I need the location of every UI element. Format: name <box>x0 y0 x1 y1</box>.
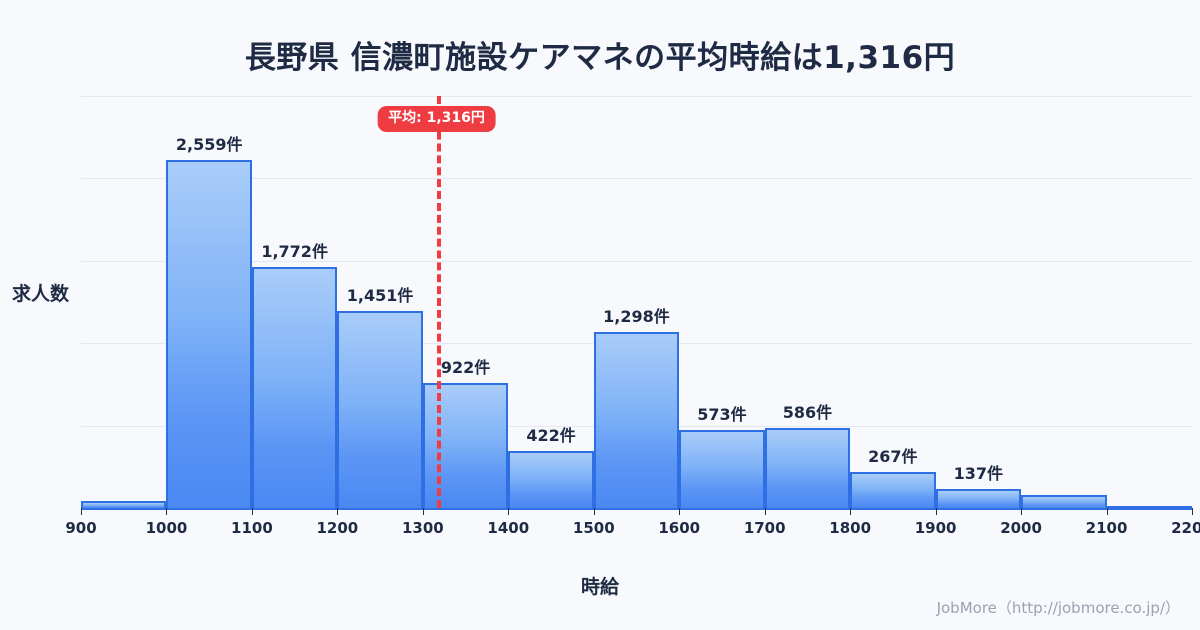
x-tick-label: 1100 <box>231 519 273 537</box>
gridline <box>81 261 1192 262</box>
x-axis-baseline <box>81 508 1192 510</box>
x-tick-label: 1300 <box>401 519 444 537</box>
bar-1500-1600[interactable] <box>593 331 680 508</box>
bar-value-label: 137件 <box>953 464 1004 484</box>
bar-1900-2000[interactable] <box>935 489 1022 508</box>
x-tick-label: 1700 <box>743 519 786 537</box>
x-tick <box>508 508 510 515</box>
average-line <box>436 96 441 508</box>
page-title: 長野県 信濃町施設ケアマネの平均時給は1,316円 <box>244 40 956 76</box>
x-tick-label: 2100 <box>1085 519 1128 537</box>
x-tick-label: 1400 <box>487 519 530 537</box>
bar-value-label: 922件 <box>440 357 491 377</box>
x-tick-label: 1600 <box>658 519 701 537</box>
x-tick <box>593 508 595 515</box>
bar-1000-1100[interactable] <box>166 160 252 508</box>
bar-1800-1900[interactable] <box>850 471 936 508</box>
gridline <box>81 96 1192 97</box>
x-tick-label: 1200 <box>316 519 359 537</box>
y-axis-title: 求人数 <box>12 283 70 305</box>
x-tick <box>422 508 424 515</box>
x-tick-label: 2200 <box>1171 519 1200 537</box>
x-tick <box>850 508 852 515</box>
bar-value-label: 1,298件 <box>603 306 670 326</box>
bar-value-label: 2,559件 <box>175 135 243 155</box>
x-tick <box>337 508 339 515</box>
x-tick <box>1106 508 1108 515</box>
x-tick <box>764 508 766 515</box>
bar-value-label: 1,772件 <box>261 242 328 262</box>
bar-1200-1300[interactable] <box>337 310 423 508</box>
bar-value-label: 573件 <box>697 405 747 425</box>
bar-value-label: 422件 <box>526 425 576 445</box>
bar-2100-2200[interactable] <box>1106 506 1192 508</box>
bar-1600-1700[interactable] <box>679 430 765 508</box>
x-tick-label: 2000 <box>1000 519 1042 537</box>
x-axis-title: 時給 <box>580 576 619 598</box>
bar-value-label: 1,451件 <box>346 285 414 305</box>
bar-1700-1800[interactable] <box>764 428 851 508</box>
x-tick-label: 900 <box>65 519 97 537</box>
x-tick <box>166 508 168 515</box>
bar-1100-1200[interactable] <box>251 267 338 508</box>
footer-credit: JobMore（http://jobmore.co.jp/） <box>936 599 1180 617</box>
average-badge: 平均: 1,316円 <box>377 106 496 132</box>
x-tick-label: 1500 <box>572 519 615 537</box>
x-tick <box>1192 508 1193 515</box>
x-tick <box>1021 508 1023 515</box>
bar-2000-2100[interactable] <box>1021 495 1107 508</box>
x-tick <box>679 508 681 515</box>
gridline <box>81 178 1192 179</box>
x-tick-label: 1800 <box>829 519 872 537</box>
bar-value-label: 267件 <box>868 446 918 466</box>
x-tick-label: 1000 <box>145 519 188 537</box>
bar-value-label: 586件 <box>782 403 833 423</box>
bar-1400-1500[interactable] <box>508 450 594 508</box>
bar-900-1000[interactable] <box>81 500 167 508</box>
x-tick <box>935 508 937 515</box>
x-tick <box>81 508 82 515</box>
x-tick <box>251 508 253 515</box>
bars-layer: 2,559件 1,772件 1,451件 922件 422件 1,298件 573件 586件… <box>81 96 1192 508</box>
x-tick-label: 1900 <box>914 519 957 537</box>
